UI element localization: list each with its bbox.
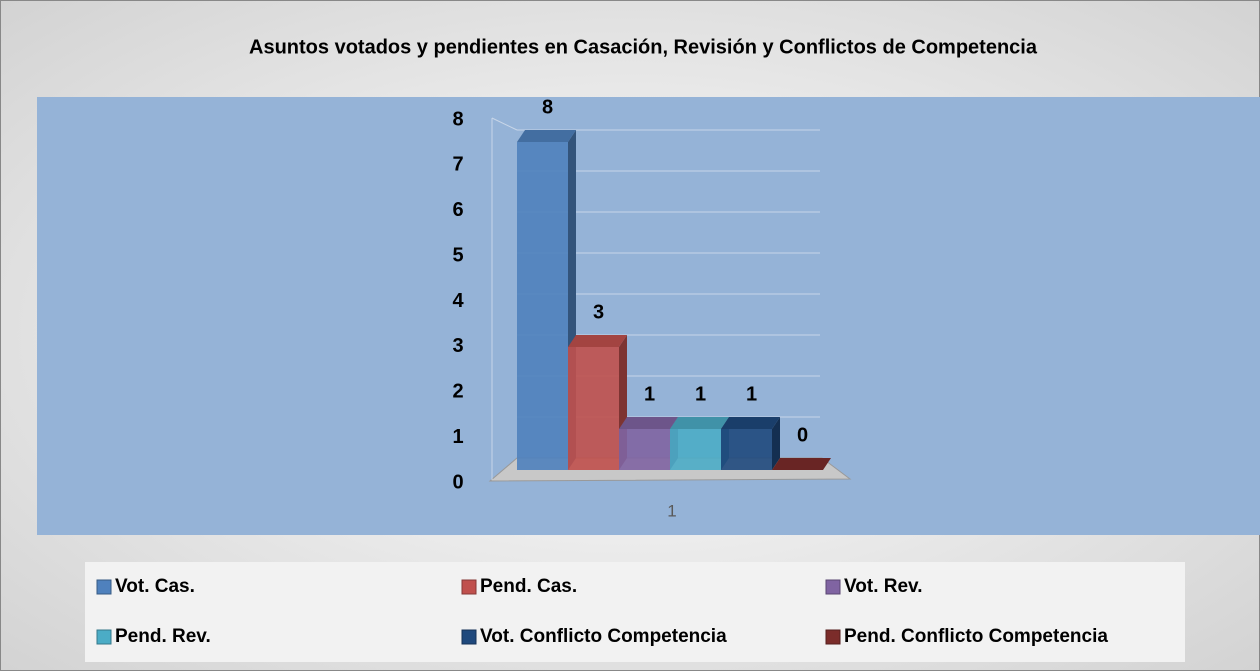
y-tick-label: 1: [452, 426, 463, 448]
legend-swatch: [461, 629, 477, 645]
y-tick-label: 0: [452, 471, 463, 493]
legend-label: Vot. Cas.: [115, 576, 195, 597]
legend-label: Pend. Cas.: [480, 576, 577, 597]
data-label: 1: [746, 383, 757, 405]
bar-top: [670, 417, 729, 429]
bar-top: [721, 417, 780, 429]
data-label: 1: [695, 383, 706, 405]
legend-swatch: [825, 579, 841, 595]
data-label: 0: [797, 424, 808, 446]
bar-top: [619, 417, 678, 429]
legend-swatch: [96, 629, 112, 645]
y-tick-label: 7: [452, 154, 463, 176]
bar: [670, 429, 721, 470]
x-tick-label: 1: [667, 501, 676, 520]
y-tick-label: 3: [452, 335, 463, 357]
legend-label: Vot. Conflicto Competencia: [480, 626, 727, 647]
bar-top: [517, 130, 576, 142]
bar: [517, 142, 568, 470]
legend-label: Vot. Rev.: [844, 576, 922, 597]
legend-swatch: [461, 579, 477, 595]
y-tick-label: 2: [452, 381, 463, 403]
chart-title: Asuntos votados y pendientes en Casación…: [249, 36, 1038, 58]
wall-edge: [491, 117, 518, 131]
legend-label: Pend. Rev.: [115, 626, 211, 647]
data-label: 3: [593, 301, 604, 323]
bar: [721, 429, 772, 470]
bar: [568, 347, 619, 470]
y-tick-label: 6: [452, 199, 463, 221]
y-tick-label: 5: [452, 244, 463, 266]
bar-top: [568, 335, 627, 347]
data-label: 8: [542, 96, 553, 118]
legend-swatch: [825, 629, 841, 645]
bar-side: [772, 417, 780, 470]
y-tick-label: 8: [452, 108, 463, 130]
legend-label: Pend. Conflicto Competencia: [844, 626, 1108, 647]
legend-box: [85, 562, 1185, 662]
data-label: 1: [644, 383, 655, 405]
bar: [619, 429, 670, 470]
legend-swatch: [96, 579, 112, 595]
bar-top: [772, 458, 831, 470]
y-tick-label: 4: [452, 290, 464, 312]
